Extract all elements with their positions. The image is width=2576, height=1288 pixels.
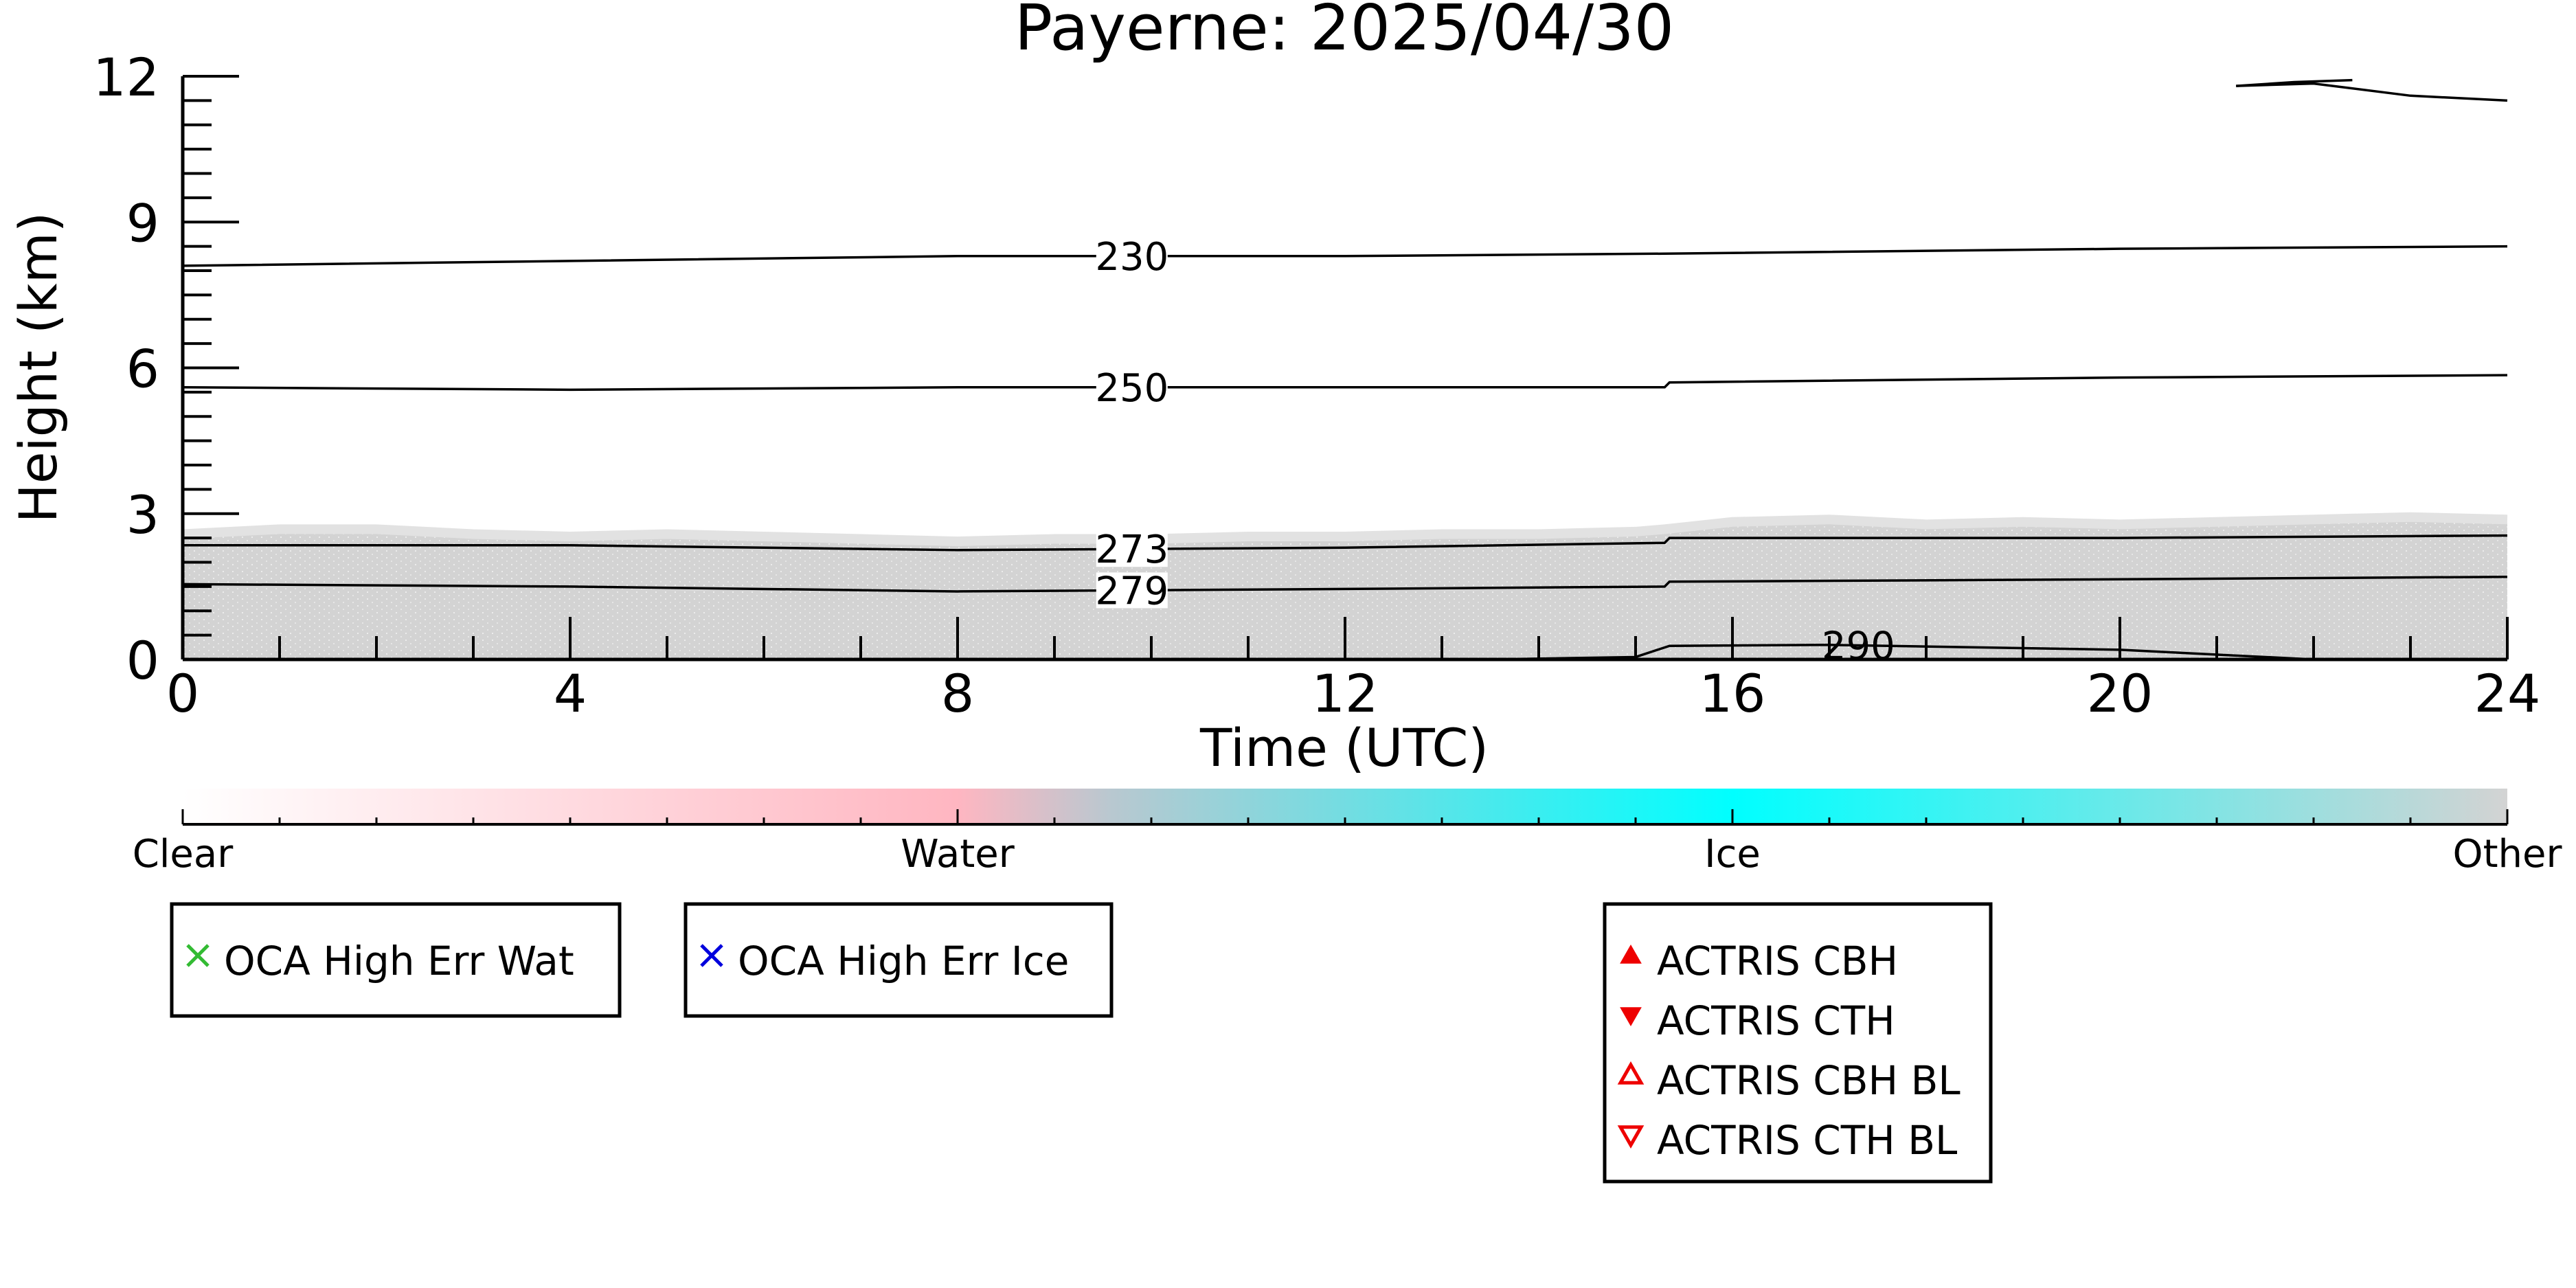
y-tick-label: 0 [126, 630, 159, 691]
x-tick-label: 8 [941, 663, 974, 724]
cloud-field-area [183, 521, 2507, 659]
triangle-up-open-icon [1617, 1061, 1645, 1085]
legend-box-3: ACTRIS CBH ACTRIS CTH ACTRIS CBH BL ACTRIS … [1603, 902, 1993, 1184]
y-tick-label: 12 [93, 47, 159, 108]
contour-label-bg-273 [1096, 531, 1168, 567]
x-marker-icon [186, 944, 210, 967]
legend-frame [683, 902, 1114, 1018]
cloud-field-edge [182, 512, 2508, 547]
legend-frame [1603, 902, 1993, 1184]
legend-item-label: ACTRIS CBH [1657, 938, 1898, 984]
contour-label-bg-250 [1096, 369, 1168, 405]
x-tick-label: 20 [2087, 663, 2154, 724]
x-tick-label: 12 [1312, 663, 1379, 724]
contour-line-250 [182, 374, 2508, 392]
x-tick-label: 0 [166, 663, 199, 724]
y-axis-label: Height (km) [8, 212, 69, 523]
legend-item-label: ACTRIS CBH BL [1657, 1057, 1961, 1104]
chart-title: Payerne: 2025/04/30 [1015, 0, 1674, 65]
y-tick-label: 3 [126, 484, 159, 545]
contour-label-bg-230 [1096, 238, 1168, 274]
colorbar-label-clear: Clear [133, 832, 234, 877]
contour-label-bg-279 [1096, 572, 1168, 609]
legend-item-label: OCA High Err Ice [738, 938, 1069, 984]
colorbar-label-water: Water [901, 832, 1015, 877]
x-marker-icon [700, 944, 723, 967]
x-tick-label: 4 [554, 663, 587, 724]
contour-line-290 [1490, 644, 2314, 661]
colorbar-label-other: Other [2452, 832, 2562, 877]
contour-line-230 [182, 245, 2508, 267]
contour-line-279 [182, 575, 2508, 593]
legend-box-2: OCA High Err Ice [683, 902, 1114, 1018]
legend-area: OCA High Err Wat OCA High Err Ice ACTRIS C… [170, 902, 1993, 1184]
triangle-down-icon [1620, 1007, 1642, 1027]
colorbar: Clear Water Ice Other [133, 789, 2562, 877]
colorbar-label-ice: Ice [1704, 832, 1761, 877]
legend-frame [170, 902, 622, 1018]
triangle-down-open-icon [1617, 1125, 1645, 1149]
upper-curve [2236, 82, 2508, 102]
y-tick-label: 9 [126, 192, 159, 253]
contour-label-250: 250 [1095, 366, 1168, 411]
y-tick-label: 6 [126, 339, 159, 400]
contour-line-273 [183, 534, 2508, 552]
contour-label-230: 230 [1095, 235, 1168, 280]
legend-item-label: ACTRIS CTH [1657, 997, 1895, 1044]
legend-item-label: OCA High Err Wat [224, 938, 574, 984]
triangle-up-icon [1620, 944, 1642, 964]
upper-curve-branch [2236, 78, 2353, 87]
legend-item-label: ACTRIS CTH BL [1657, 1117, 1957, 1164]
contour-label-279: 279 [1095, 569, 1168, 613]
x-tick-label: 16 [1699, 663, 1766, 724]
contour-label-290: 290 [1822, 624, 1895, 668]
x-tick-label: 24 [2474, 663, 2541, 724]
x-axis-label: Time (UTC) [1199, 717, 1489, 778]
legend-box-1: OCA High Err Wat [170, 902, 622, 1018]
contour-label-273: 273 [1095, 528, 1168, 572]
